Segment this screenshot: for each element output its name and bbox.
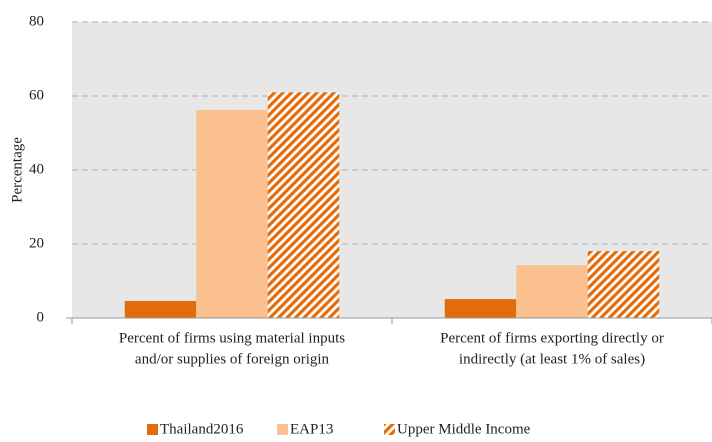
y-tick-label: 80 — [29, 13, 44, 29]
bar — [587, 251, 660, 318]
legend-swatch — [384, 424, 395, 435]
bar — [124, 300, 197, 318]
x-tick-label: Percent of firms using material inputs — [119, 330, 345, 346]
bar — [267, 92, 340, 318]
x-tick-label: Percent of firms exporting directly or — [440, 330, 664, 346]
y-tick-label: 0 — [37, 309, 45, 325]
bar — [444, 299, 517, 318]
y-tick-label: 40 — [29, 161, 44, 177]
bar — [196, 110, 268, 318]
x-tick-label: and/or supplies of foreign origin — [135, 351, 330, 367]
y-tick-label: 20 — [29, 235, 44, 251]
legend-label: Thailand2016 — [160, 421, 244, 437]
x-tick-label: indirectly (at least 1% of sales) — [459, 351, 645, 367]
bar — [516, 265, 588, 318]
legend-swatch — [147, 424, 158, 435]
legend-label: EAP13 — [290, 421, 333, 437]
legend-label: Upper Middle Income — [397, 421, 531, 437]
legend-swatch — [277, 424, 288, 435]
y-tick-label: 60 — [29, 87, 44, 103]
y-axis-label: Percentage — [9, 137, 25, 203]
